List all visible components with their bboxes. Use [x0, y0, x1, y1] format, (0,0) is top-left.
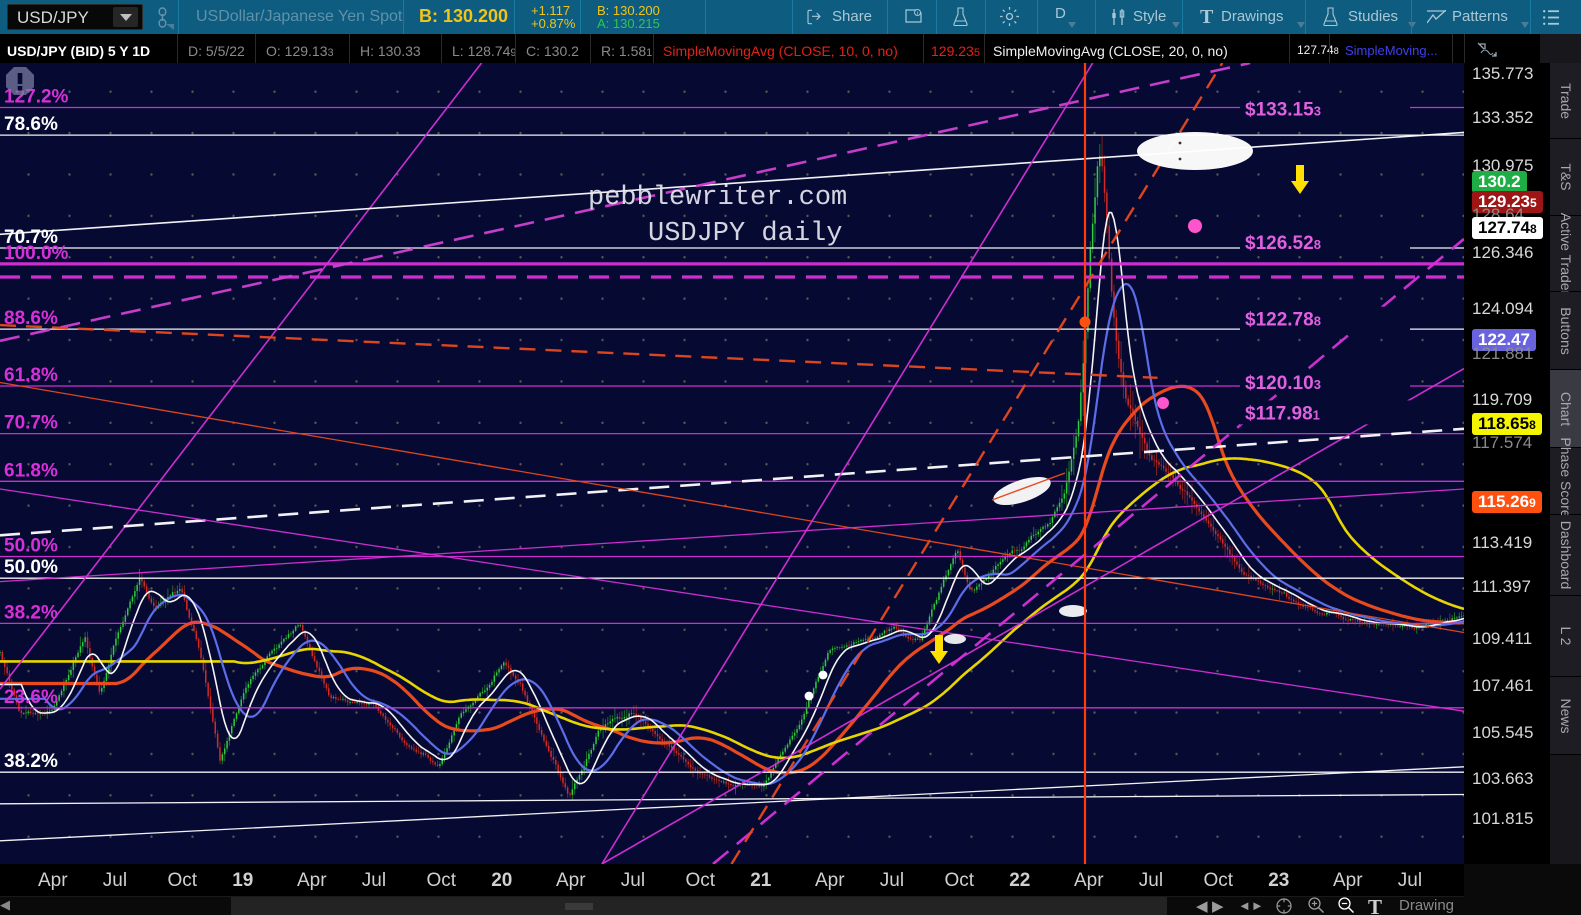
- svg-text:i: i: [917, 10, 918, 15]
